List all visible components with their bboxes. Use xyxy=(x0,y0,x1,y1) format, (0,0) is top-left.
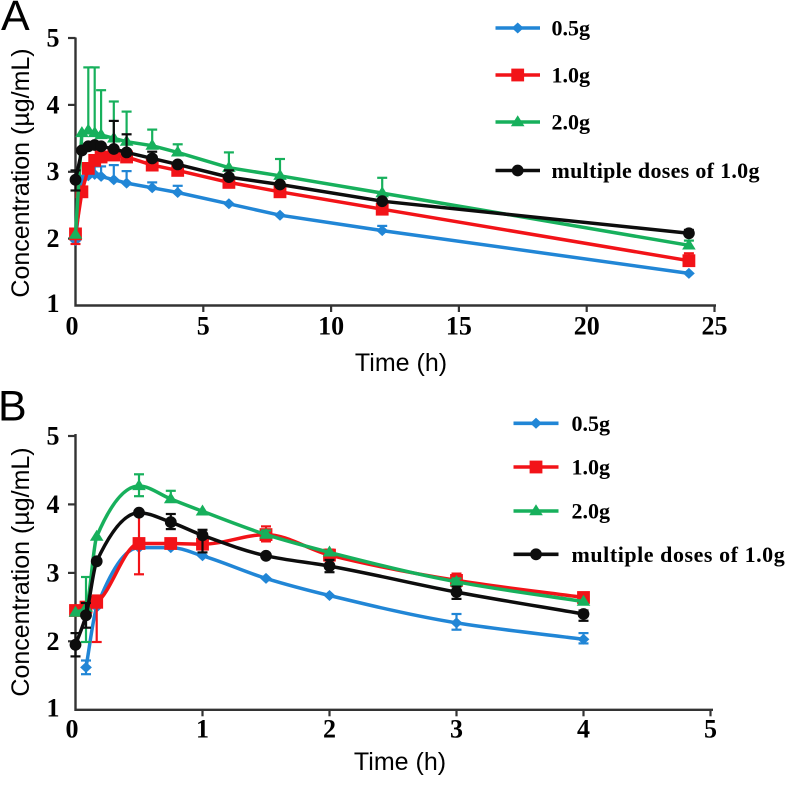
svg-text:5: 5 xyxy=(197,312,210,341)
svg-text:2: 2 xyxy=(47,224,60,253)
svg-text:5: 5 xyxy=(704,715,717,744)
svg-text:0.5g: 0.5g xyxy=(552,16,591,41)
svg-text:Concentration (µg/mL): Concentration (µg/mL) xyxy=(7,447,35,696)
svg-text:1: 1 xyxy=(47,289,60,318)
svg-text:1.0g: 1.0g xyxy=(552,63,591,88)
svg-text:15: 15 xyxy=(446,312,472,341)
svg-text:3: 3 xyxy=(47,558,60,587)
svg-text:0.5g: 0.5g xyxy=(572,411,611,436)
svg-text:2: 2 xyxy=(47,627,60,656)
svg-text:Concentration (µg/mL): Concentration (µg/mL) xyxy=(7,48,35,297)
svg-text:0: 0 xyxy=(66,715,79,744)
svg-text:20: 20 xyxy=(574,312,600,341)
svg-text:A: A xyxy=(1,0,30,40)
svg-text:3: 3 xyxy=(450,715,463,744)
svg-text:4: 4 xyxy=(577,715,590,744)
svg-text:2: 2 xyxy=(323,715,336,744)
svg-text:1: 1 xyxy=(196,715,209,744)
svg-text:4: 4 xyxy=(47,90,60,119)
svg-text:4: 4 xyxy=(47,490,60,519)
svg-text:25: 25 xyxy=(702,312,728,341)
svg-text:multiple doses of 1.0g: multiple doses of 1.0g xyxy=(572,542,786,567)
svg-text:0: 0 xyxy=(66,312,79,341)
svg-text:B: B xyxy=(0,383,27,431)
svg-text:1: 1 xyxy=(47,693,60,722)
svg-text:3: 3 xyxy=(47,157,60,186)
svg-text:1.0g: 1.0g xyxy=(572,455,611,480)
svg-text:2.0g: 2.0g xyxy=(552,110,591,135)
svg-text:multiple doses of 1.0g: multiple doses of 1.0g xyxy=(552,158,760,183)
svg-text:10: 10 xyxy=(318,312,344,341)
svg-text:5: 5 xyxy=(47,24,60,53)
svg-text:5: 5 xyxy=(47,422,60,451)
svg-text:2.0g: 2.0g xyxy=(572,499,611,524)
svg-text:Time (h): Time (h) xyxy=(355,349,447,377)
svg-text:Time (h): Time (h) xyxy=(354,748,446,776)
